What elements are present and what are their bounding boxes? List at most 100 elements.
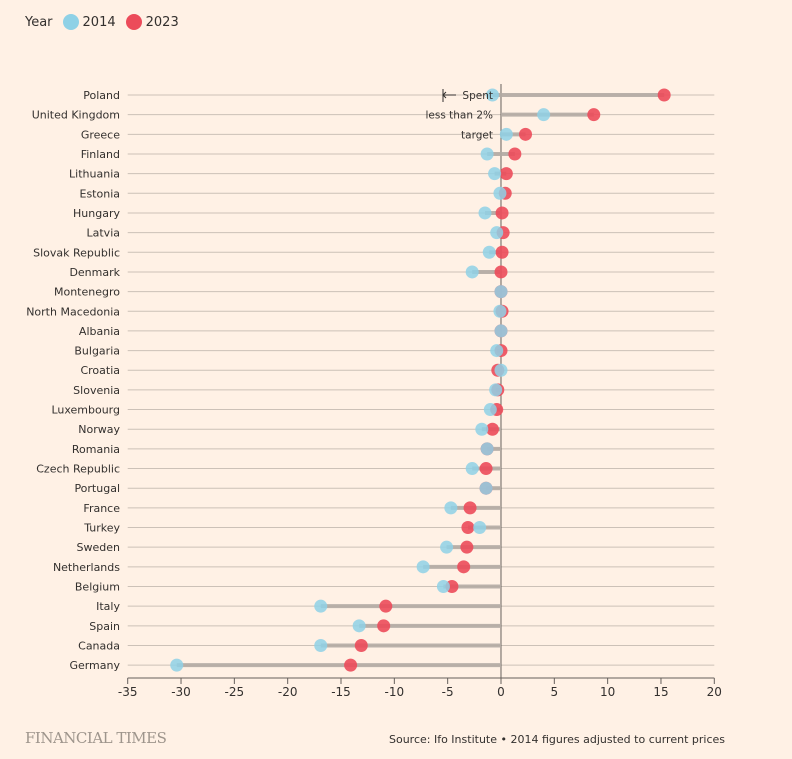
x-tick-label: 0	[497, 685, 505, 699]
x-tick-label: 5	[550, 685, 558, 699]
dot-2023	[377, 619, 391, 633]
dot-2023	[495, 206, 509, 220]
category-label: Greece	[81, 128, 120, 141]
dot-2023	[461, 521, 475, 535]
category-label: North Macedonia	[26, 305, 120, 318]
dot-2014	[482, 245, 496, 259]
category-label: Sweden	[77, 541, 120, 554]
dot-2014	[490, 226, 504, 240]
dot-2014	[494, 324, 508, 338]
category-label: Czech Republic	[36, 463, 120, 476]
dot-2014	[352, 619, 366, 633]
dot-2014	[493, 186, 507, 200]
dot-2023	[379, 599, 393, 613]
annotation-text: less than 2%	[425, 110, 493, 122]
x-tick-label: 10	[600, 685, 615, 699]
dot-2014	[475, 422, 489, 436]
dot-2014	[480, 442, 494, 456]
dot-2014	[483, 403, 497, 417]
annotation-text: target	[461, 129, 493, 141]
category-label: Belgium	[75, 581, 120, 594]
category-label: Romania	[72, 443, 120, 456]
dot-2023	[587, 108, 601, 122]
dot-2014	[493, 304, 507, 318]
category-label: Canada	[78, 639, 120, 652]
dot-2014	[478, 206, 492, 220]
category-label: Spain	[89, 620, 120, 633]
category-label: Italy	[96, 600, 120, 613]
x-tick-label: -5	[442, 685, 454, 699]
x-tick-label: -35	[118, 685, 138, 699]
category-label: Germany	[69, 659, 120, 672]
dot-2023	[508, 147, 522, 161]
dot-2023	[494, 265, 508, 279]
legend-label-2014: 2014	[82, 14, 116, 30]
category-label: Slovenia	[73, 384, 120, 397]
category-label: Turkey	[83, 522, 120, 535]
dot-2014	[494, 285, 508, 299]
annotation-text: Spent	[462, 90, 493, 102]
category-label: Norway	[78, 423, 120, 436]
dot-2023	[519, 127, 533, 141]
category-label: Netherlands	[53, 561, 120, 574]
dot-2014	[465, 265, 479, 279]
category-label: Luxembourg	[51, 404, 120, 417]
x-tick-label: -10	[385, 685, 405, 699]
x-tick-label: -20	[278, 685, 298, 699]
x-tick-label: -30	[171, 685, 191, 699]
category-label: Latvia	[87, 227, 121, 240]
category-label: Estonia	[80, 187, 121, 200]
dot-2023	[460, 540, 474, 554]
dot-2023	[657, 88, 671, 102]
dot-2014	[485, 88, 499, 102]
category-label: Poland	[83, 89, 120, 102]
dot-2014	[473, 521, 487, 535]
category-label: Denmark	[69, 266, 120, 279]
category-label: Portugal	[74, 482, 120, 495]
dot-2014	[480, 147, 494, 161]
dot-2014	[537, 108, 551, 122]
dot-2014	[494, 363, 508, 377]
dot-2014	[314, 638, 328, 652]
x-tick-label: 20	[707, 685, 722, 699]
dot-2014	[465, 462, 479, 476]
category-label: Albania	[79, 325, 120, 338]
legend-swatch-2023	[125, 14, 142, 30]
dot-2014	[314, 599, 328, 613]
dot-2023	[485, 422, 499, 436]
category-label: Hungary	[73, 207, 120, 220]
dot-2014	[436, 580, 450, 593]
dot-2014	[489, 383, 503, 397]
category-label: Croatia	[80, 364, 120, 377]
dot-2014	[444, 501, 458, 515]
category-label: Slovak Republic	[33, 246, 120, 259]
dot-2014	[499, 127, 513, 141]
legend: Year 2014 2023	[25, 14, 181, 30]
x-tick-label: 15	[653, 685, 668, 699]
category-label: Finland	[81, 148, 120, 161]
ft-logo: FINANCIAL TIMES	[25, 729, 167, 747]
category-label: United Kingdom	[32, 109, 120, 122]
x-tick-label: -15	[331, 685, 351, 699]
dot-2014	[488, 167, 502, 181]
annotation-arrowhead	[442, 91, 447, 99]
dot-2023	[344, 658, 358, 672]
category-label: Lithuania	[69, 168, 120, 181]
dot-2014	[170, 658, 184, 672]
dot-2014	[416, 560, 430, 574]
dot-2014	[479, 481, 493, 495]
dot-2014	[440, 540, 454, 554]
dot-2023	[479, 462, 493, 476]
category-label: Montenegro	[54, 286, 120, 299]
dot-2023	[463, 501, 477, 515]
legend-label-2023: 2023	[145, 14, 179, 30]
dot-2023	[499, 167, 513, 181]
category-label: France	[83, 502, 120, 515]
x-tick-label: -25	[225, 685, 245, 699]
dot-2023	[457, 560, 471, 574]
category-label: Bulgaria	[74, 345, 120, 358]
dot-2023	[495, 245, 509, 259]
legend-title: Year	[25, 14, 53, 30]
dot-2023	[354, 638, 368, 652]
